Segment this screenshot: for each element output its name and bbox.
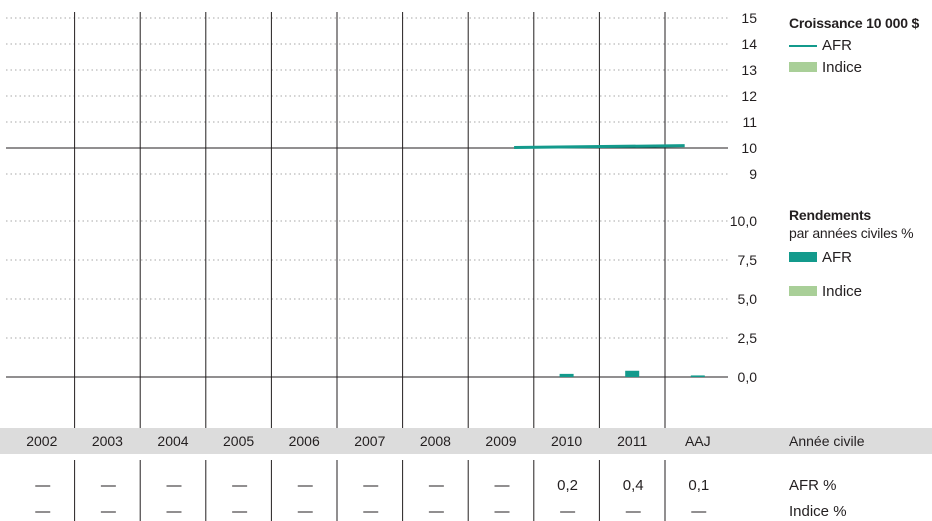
- returns-tick-label: 10,0: [730, 213, 757, 229]
- growth-legend-title: Croissance 10 000 $: [789, 15, 920, 31]
- returns-legend-label-index: Indice: [822, 283, 863, 300]
- line-swatch-icon: [789, 45, 817, 47]
- afr-value-cell: —: [429, 477, 444, 494]
- index-value-cell: —: [691, 503, 706, 520]
- bar-afr: [625, 370, 640, 377]
- label-group: 9 10 11 12 13 14 15 0,0 2,5 5,0 7,5 10,0 2002 2003 200…: [26, 10, 864, 520]
- table-header-label: Année civile: [789, 433, 865, 449]
- category-label: 2009: [485, 433, 516, 449]
- returns-legend-item-index: Indice: [789, 282, 913, 304]
- row-label-index: Indice %: [789, 503, 847, 520]
- index-value-cell: —: [232, 503, 247, 520]
- bar-afr: [690, 375, 705, 377]
- category-label: 2007: [354, 433, 385, 449]
- category-label: 2005: [223, 433, 254, 449]
- growth-legend-label-index: Indice: [822, 59, 863, 76]
- growth-tick-label: 9: [749, 166, 757, 182]
- afr-value-cell: 0,4: [623, 477, 644, 494]
- growth-tick-label: 15: [741, 10, 757, 26]
- box-swatch-icon: [789, 62, 817, 72]
- returns-tick-label: 5,0: [738, 291, 758, 307]
- afr-value-cell: —: [298, 477, 313, 494]
- afr-value-cell: 0,1: [688, 477, 709, 494]
- growth-legend-item-index: Indice: [789, 58, 919, 80]
- afr-value-cell: —: [232, 477, 247, 494]
- column-divider-group: [74, 12, 666, 521]
- category-label: 2006: [289, 433, 320, 449]
- index-value-cell: —: [626, 503, 641, 520]
- afr-value-cell: —: [101, 477, 116, 494]
- index-value-cell: —: [363, 503, 378, 520]
- returns-tick-label: 2,5: [738, 330, 758, 346]
- growth-tick-label: 10: [741, 140, 757, 156]
- returns-legend-item-afr: AFR: [789, 248, 913, 270]
- category-label: 2008: [420, 433, 451, 449]
- baseline-group: [6, 147, 728, 378]
- table-header-band-group: [0, 428, 932, 454]
- table-header-band: [0, 428, 932, 454]
- index-value-cell: —: [429, 503, 444, 520]
- growth-tick-label: 11: [742, 114, 757, 130]
- category-label: 2010: [551, 433, 582, 449]
- growth-tick-label: 13: [741, 62, 757, 78]
- growth-legend: Croissance 10 000 $ AFR Indice: [789, 14, 919, 80]
- growth-legend-item-afr: AFR: [789, 36, 919, 58]
- afr-value-cell: —: [167, 477, 182, 494]
- afr-value-cell: —: [35, 477, 50, 494]
- index-value-cell: —: [495, 503, 510, 520]
- category-label: AAJ: [685, 433, 711, 449]
- box-swatch-icon: [789, 252, 817, 262]
- row-label-afr: AFR %: [789, 477, 837, 494]
- returns-legend-label-afr: AFR: [822, 249, 852, 266]
- returns-legend-subtitle: par années civiles %: [789, 225, 914, 241]
- index-value-cell: —: [167, 503, 182, 520]
- gridline-group: [6, 17, 728, 339]
- category-label: 2004: [157, 433, 188, 449]
- box-swatch-icon: [789, 286, 817, 296]
- category-label: 2011: [617, 433, 647, 449]
- growth-line-afr: [514, 144, 685, 149]
- index-value-cell: —: [101, 503, 116, 520]
- bar-afr: [559, 373, 574, 377]
- growth-legend-label-afr: AFR: [822, 37, 852, 54]
- growth-tick-label: 14: [741, 36, 757, 52]
- category-label: 2002: [26, 433, 57, 449]
- afr-value-cell: 0,2: [557, 477, 578, 494]
- returns-legend-title: Rendements: [789, 207, 872, 223]
- afr-value-cell: —: [495, 477, 510, 494]
- returns-tick-label: 7,5: [738, 252, 758, 268]
- growth-tick-label: 12: [741, 88, 757, 104]
- index-value-cell: —: [560, 503, 575, 520]
- index-value-cell: —: [35, 503, 50, 520]
- returns-legend: Rendements par années civiles % AFR Indi…: [789, 206, 914, 304]
- afr-value-cell: —: [363, 477, 378, 494]
- series-group: [514, 144, 705, 377]
- category-label: 2003: [92, 433, 123, 449]
- returns-tick-label: 0,0: [738, 369, 758, 385]
- index-value-cell: —: [298, 503, 313, 520]
